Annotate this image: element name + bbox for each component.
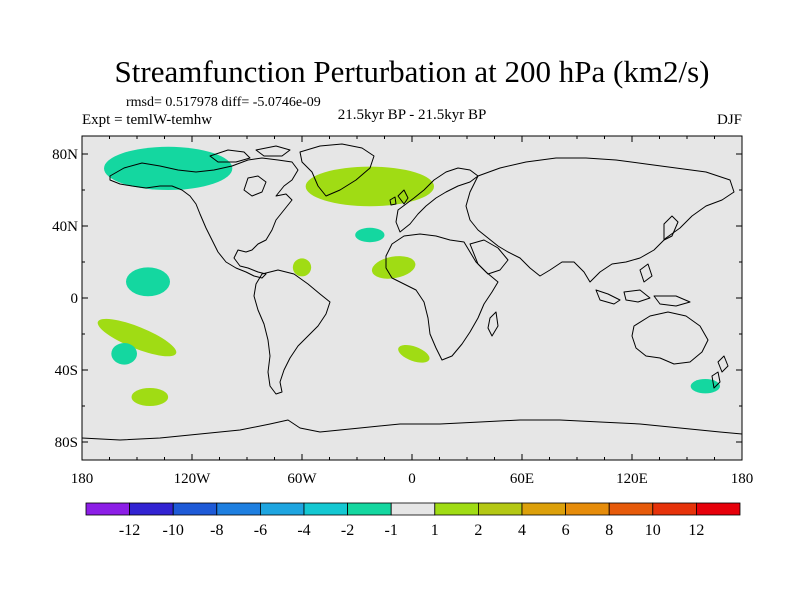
colorbar-swatch xyxy=(172,502,218,516)
colorbar-label: -6 xyxy=(254,522,267,539)
anomaly-patch-2 xyxy=(305,166,434,207)
colorbar-swatch xyxy=(608,502,654,516)
colorbar-swatch xyxy=(129,502,174,516)
x-tick-label: 0 xyxy=(408,471,416,487)
colorbar-label: 2 xyxy=(474,522,482,539)
coastline-arabia xyxy=(469,239,509,275)
anomaly-patch-8 xyxy=(111,343,137,365)
colorbar-label: 10 xyxy=(645,522,661,539)
colorbar-swatch xyxy=(565,502,610,516)
coastline-antarctica xyxy=(82,419,742,441)
colorbar-label: -10 xyxy=(163,522,184,539)
colorbar-label: 6 xyxy=(562,522,570,539)
coastline-new-zealand xyxy=(711,355,729,389)
coastline-greenland xyxy=(299,143,375,197)
coastline-madagascar xyxy=(487,311,499,337)
anomaly-layer xyxy=(97,146,720,406)
colorbar-label: -1 xyxy=(385,522,398,539)
x-tick-label: 180 xyxy=(731,471,754,487)
colorbar-label: -8 xyxy=(210,522,223,539)
colorbar-swatch xyxy=(434,502,479,516)
coastline-north-america xyxy=(109,157,299,279)
experiment-label: Expt = temlW-temhw xyxy=(82,112,212,128)
period-label: 21.5kyr BP - 21.5kyr BP xyxy=(338,107,487,123)
colorbar-label: 12 xyxy=(688,522,704,539)
anomaly-patch-6 xyxy=(126,267,170,297)
coastline-japan xyxy=(663,215,679,241)
colorbar-swatch xyxy=(216,502,261,516)
anomaly-patch-5 xyxy=(371,256,416,279)
anomaly-patch-3 xyxy=(355,227,385,243)
coastline-hudson-bay xyxy=(243,175,267,197)
colorbar-swatch xyxy=(477,502,523,516)
coastline-arctic-islands xyxy=(209,145,291,163)
anomaly-patch-10 xyxy=(398,344,430,363)
x-tick-label: 60E xyxy=(510,471,534,487)
colorbar-swatch xyxy=(303,502,348,516)
anomaly-patch-1 xyxy=(104,146,233,190)
coastlines xyxy=(82,143,742,441)
anomaly-patch-7 xyxy=(97,318,177,357)
coastline-asia xyxy=(465,157,735,283)
season-label: DJF xyxy=(717,112,742,128)
coastline-south-america xyxy=(253,269,331,395)
colorbar-swatch xyxy=(85,502,130,516)
colorbar-label: -12 xyxy=(119,522,140,539)
y-tick-label: 40N xyxy=(52,219,78,235)
coastline-europe xyxy=(395,167,479,233)
x-tick-label: 180 xyxy=(71,471,94,487)
colorbar-label: 4 xyxy=(518,522,526,539)
colorbar-swatch xyxy=(652,502,697,516)
y-tick-label: 0 xyxy=(71,291,79,307)
coastline-africa xyxy=(385,233,499,361)
colorbar: -12 -10 -8 -6 -4 -2 -1 1 2 4 6 8 10 12 xyxy=(85,502,741,539)
stats-line: rmsd= 0.517978 diff= -5.0746e-09 xyxy=(126,95,321,110)
colorbar-swatch xyxy=(347,502,392,516)
coastline-se-asia-islands xyxy=(595,263,691,307)
axis-layer: 180 120W 60W 0 60E 120E 180 80N 40N 0 40S 80S xyxy=(52,136,753,487)
colorbar-label: 8 xyxy=(605,522,613,539)
coastline-australia xyxy=(631,311,709,365)
x-tick-label: 60W xyxy=(287,471,317,487)
colorbar-label: -2 xyxy=(341,522,354,539)
colorbar-label: -4 xyxy=(297,522,310,539)
anomaly-patch-9 xyxy=(131,388,169,406)
colorbar-swatch xyxy=(521,502,566,516)
y-tick-label: 80N xyxy=(52,147,78,163)
coastline-british-isles xyxy=(389,189,409,206)
colorbar-swatch xyxy=(259,502,305,516)
colorbar-swatch xyxy=(696,502,741,516)
y-tick-label: 40S xyxy=(55,363,78,379)
x-tick-label: 120E xyxy=(616,471,648,487)
colorbar-swatch xyxy=(390,502,436,516)
colorbar-label: 1 xyxy=(431,522,439,539)
chart-title: Streamfunction Perturbation at 200 hPa (… xyxy=(115,54,710,89)
y-tick-label: 80S xyxy=(55,435,78,451)
x-tick-label: 120W xyxy=(174,471,212,487)
anomaly-patch-4 xyxy=(292,258,312,277)
